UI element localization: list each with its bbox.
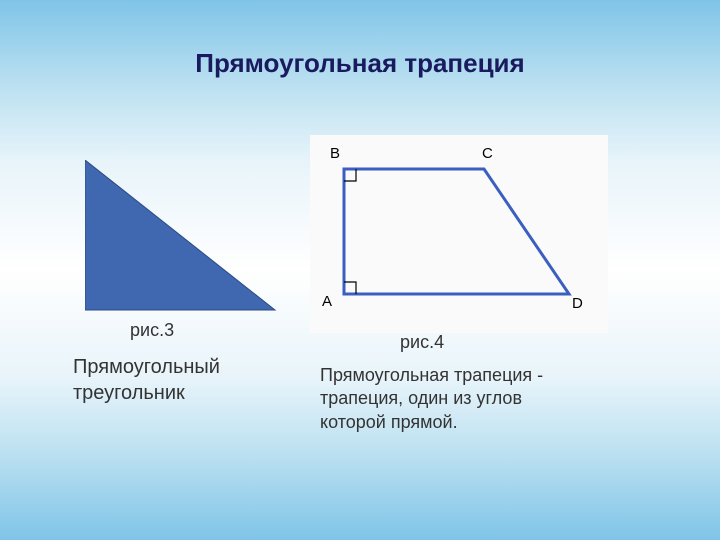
- right-triangle-svg: [85, 160, 280, 315]
- vertex-d: D: [572, 295, 583, 312]
- trapezoid-figure: A B C D: [310, 135, 608, 333]
- page-title: Прямоугольная трапеция: [0, 48, 720, 79]
- vertex-a: A: [322, 293, 332, 310]
- trapezoid-description: Прямоугольная трапеция - трапеция, один …: [320, 364, 580, 434]
- right-trapezoid-shape: [344, 169, 569, 294]
- triangle-caption: рис.3: [130, 320, 174, 341]
- right-trapezoid-svg: [314, 139, 604, 324]
- right-angle-marker-top: [344, 169, 356, 181]
- vertex-c: C: [482, 145, 493, 162]
- triangle-description: Прямоугольныйтреугольник: [73, 354, 220, 406]
- triangle-figure: [85, 160, 280, 320]
- right-triangle-shape: [85, 160, 275, 310]
- vertex-b: B: [330, 145, 340, 162]
- right-angle-marker-bottom: [344, 282, 356, 294]
- trapezoid-caption: рис.4: [400, 332, 444, 353]
